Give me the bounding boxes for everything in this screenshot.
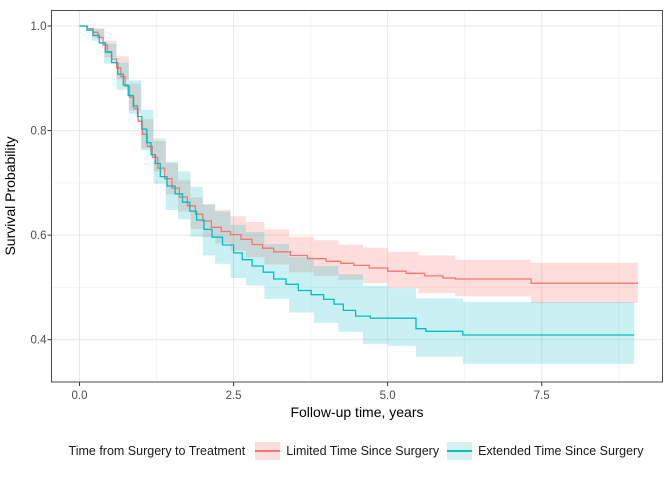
y-tick-label: 0.6 <box>31 230 47 242</box>
y-tick-label: 0.8 <box>31 126 47 138</box>
legend-label-extended: Extended Time Since Surgery <box>478 444 644 458</box>
legend: Time from Surgery to Treatment Limited T… <box>40 430 672 472</box>
confidence-band-extended <box>79 26 635 364</box>
x-tick-label: 5.0 <box>380 390 396 402</box>
y-tick-label: 1.0 <box>31 21 47 33</box>
grid-layer <box>51 10 663 382</box>
legend-item-limited: Limited Time Since Surgery <box>255 442 439 460</box>
x-tick-label: 2.5 <box>226 390 242 402</box>
legend-key-limited-swatch <box>255 442 281 460</box>
legend-item-extended: Extended Time Since Surgery <box>447 442 643 460</box>
survival-curve-extended <box>79 25 635 336</box>
series-layer <box>79 25 638 364</box>
legend-title: Time from Surgery to Treatment <box>68 444 246 458</box>
panel-border <box>51 10 663 383</box>
x-tick-label: 0.0 <box>72 390 88 402</box>
legend-key-extended-line-icon <box>447 450 473 452</box>
legend-label-limited: Limited Time Since Surgery <box>286 444 440 458</box>
y-tick-label: 0.4 <box>31 335 48 347</box>
legend-key-extended-swatch <box>447 442 473 460</box>
x-axis-title: Follow-up time, years <box>290 404 423 420</box>
y-axis-title: Survival Probability <box>2 136 18 255</box>
legend-key-limited-line-icon <box>255 450 281 452</box>
survival-plot: 0.0 2.5 5.0 7.5 0.4 0.6 0.8 1.0 Follow-up time,… <box>2 10 663 420</box>
confidence-band-limited <box>79 26 638 304</box>
axis-layer: 0.0 2.5 5.0 7.5 0.4 0.6 0.8 1.0 <box>31 21 550 402</box>
survival-curve-limited <box>79 25 638 284</box>
x-tick-label: 7.5 <box>534 390 550 402</box>
